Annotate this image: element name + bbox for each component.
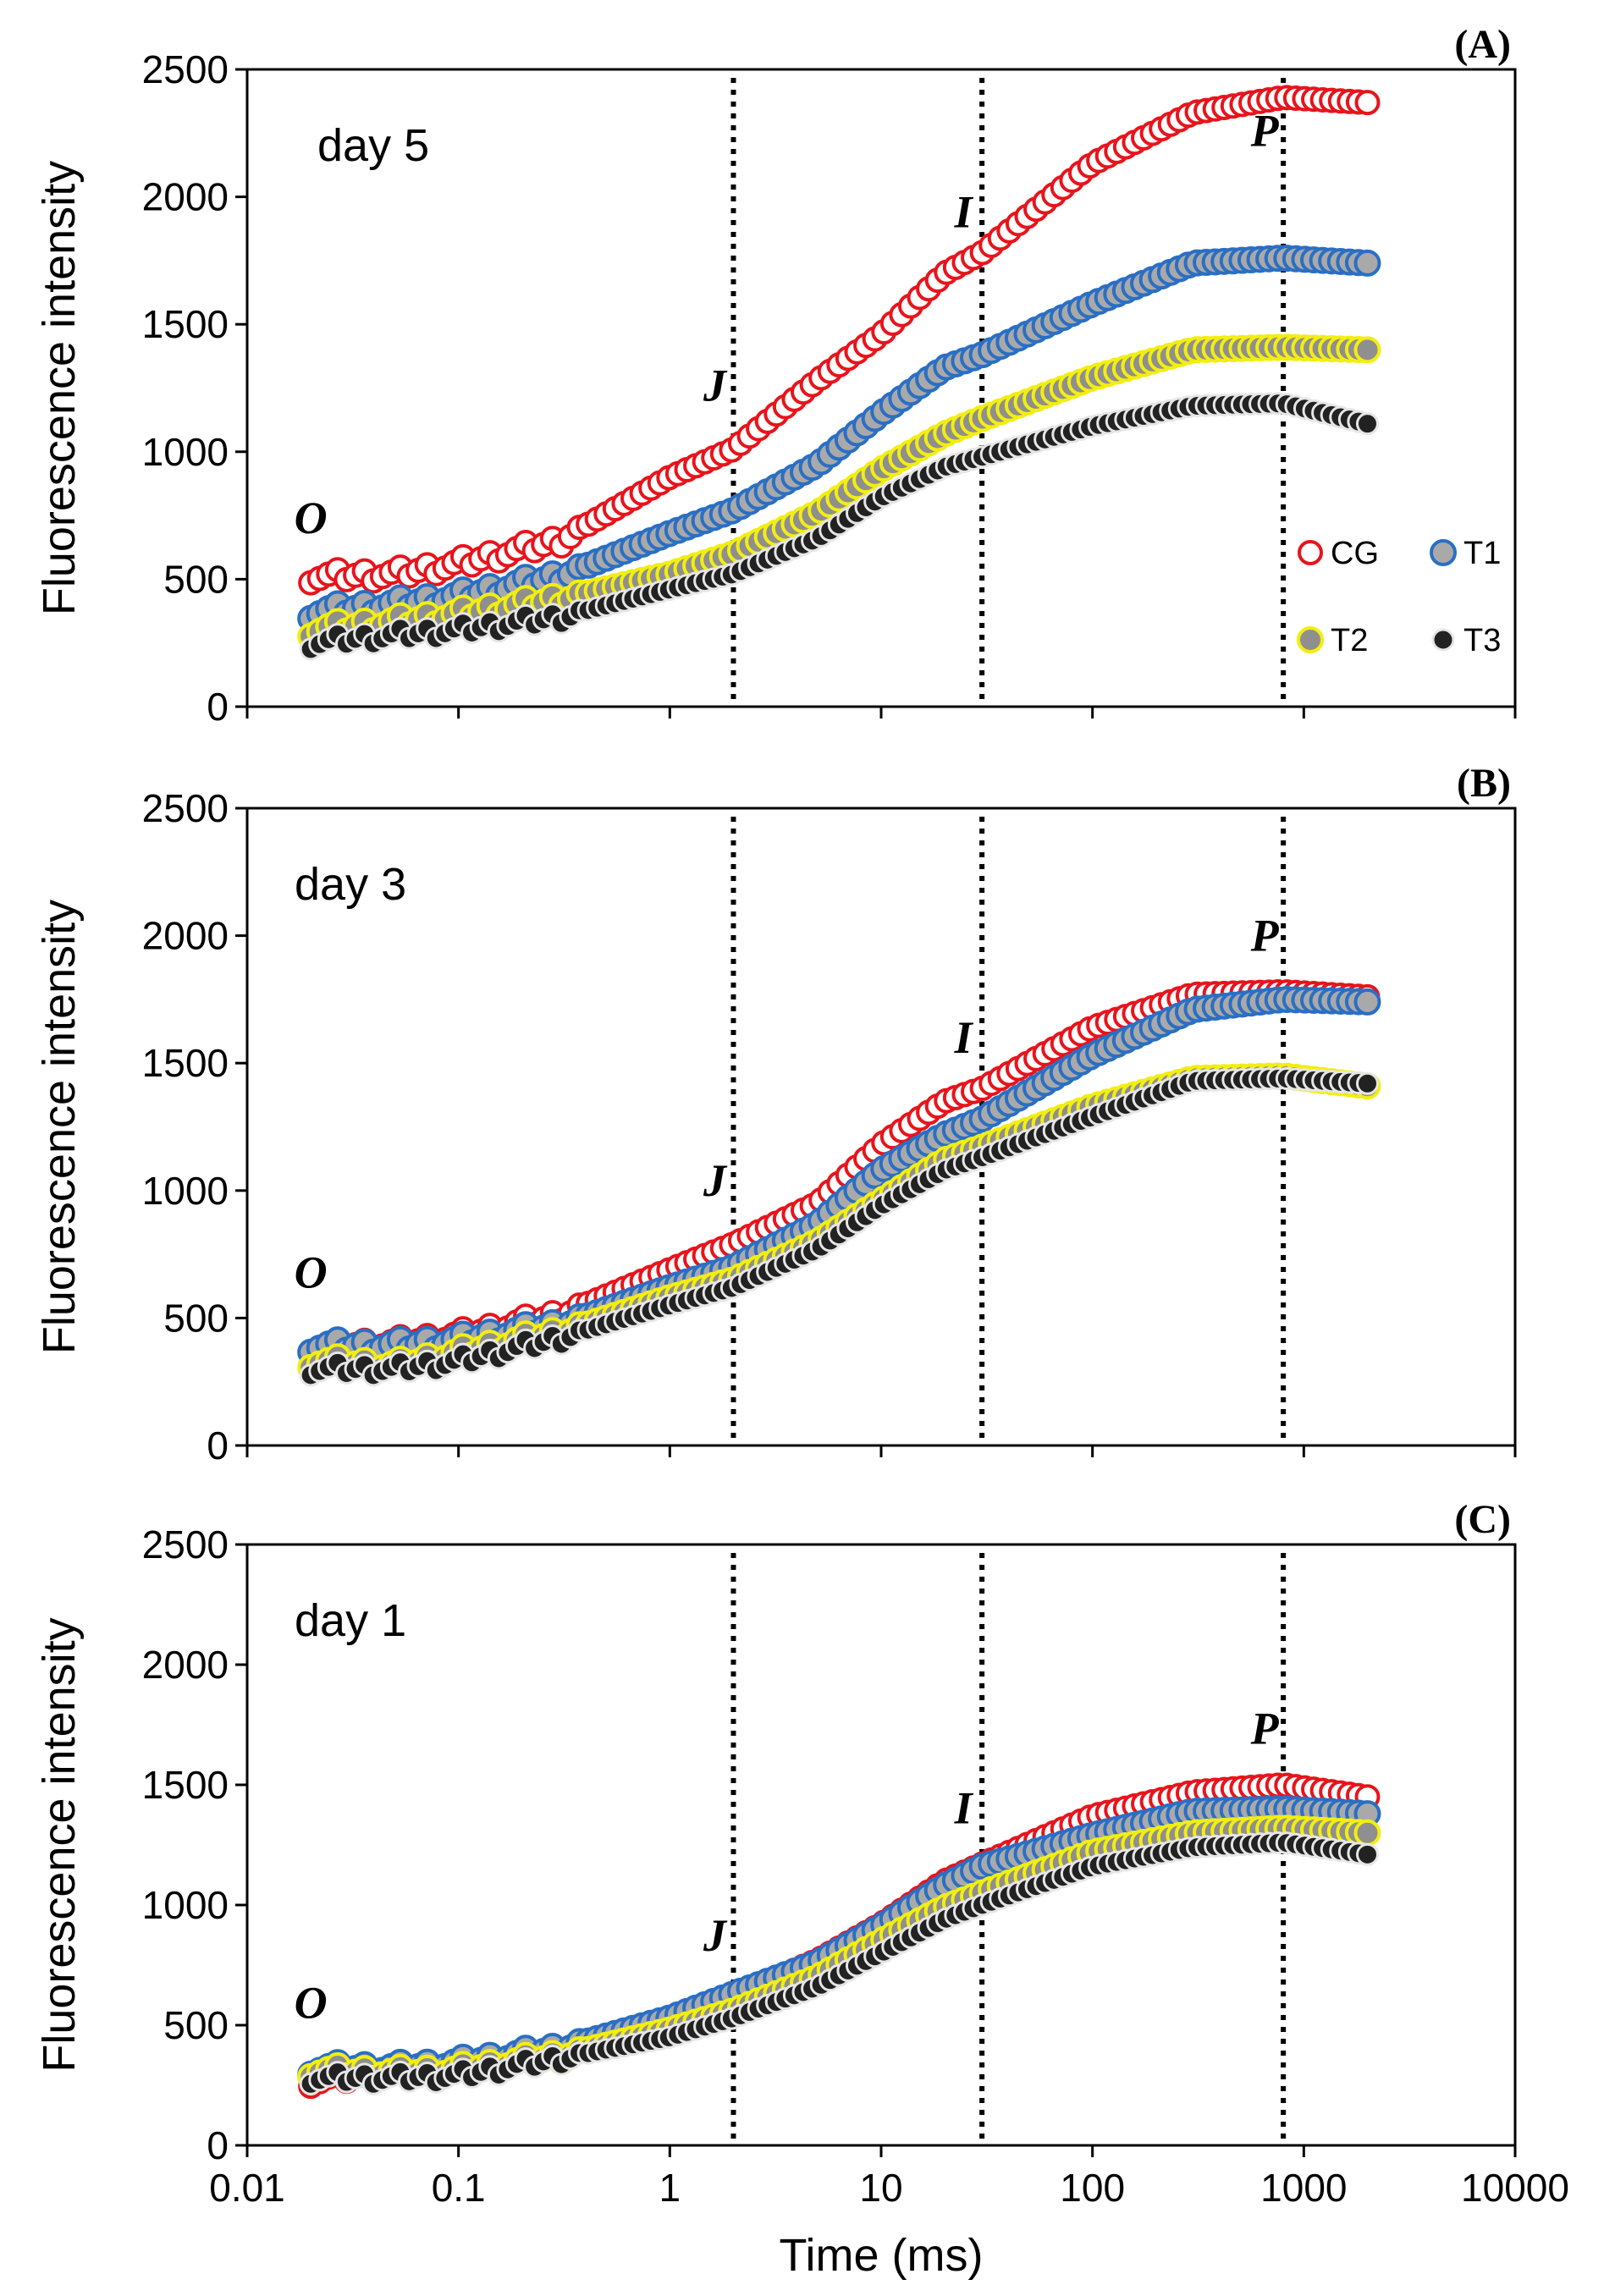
phase-label-I: I — [954, 1782, 974, 1833]
day-label: day 1 — [295, 1595, 406, 1646]
panel-label: (A) — [1454, 22, 1511, 67]
data-point — [1355, 412, 1379, 436]
phase-label-O: O — [295, 1247, 328, 1297]
y-tick-label: 1000 — [142, 1883, 229, 1927]
legend: CG T1 T2 T3 — [1297, 536, 1501, 658]
y-tick-label: 2500 — [142, 786, 229, 830]
phase-label-I: I — [954, 187, 974, 238]
phase-label-P: P — [1250, 105, 1280, 156]
phase-label-J: J — [703, 361, 728, 411]
data-point — [1355, 1842, 1379, 1866]
y-tick-label: 1500 — [142, 1763, 229, 1807]
y-tick-label: 2500 — [142, 47, 229, 91]
y-tick-label: 0 — [207, 1423, 229, 1467]
panel-label: (C) — [1454, 1497, 1511, 1542]
day-label: day 5 — [317, 120, 429, 171]
series-T3 — [299, 392, 1379, 661]
data-point — [1355, 1071, 1379, 1095]
x-tick-label: 0.1 — [432, 2166, 486, 2210]
y-tick-label: 1000 — [142, 430, 229, 474]
legend-marker-T1 — [1430, 539, 1457, 566]
phase-label-J: J — [703, 1155, 728, 1206]
y-tick-label: 500 — [163, 1296, 229, 1340]
y-tick-label: 0 — [207, 2123, 229, 2167]
y-tick-label: 500 — [163, 557, 229, 601]
y-axis-title: Fluorescence intensity — [34, 161, 85, 615]
y-tick-label: 2000 — [142, 1643, 229, 1687]
data-point — [1353, 1819, 1381, 1847]
chart-panel-3: 0 500 1000 1500 2000 2500 0.01 0.1 1 10 100 1000 100… — [34, 1497, 1569, 2281]
phase-label-O: O — [295, 1977, 328, 2028]
x-tick-label: 100 — [1060, 2166, 1125, 2210]
phase-label-O: O — [295, 493, 328, 543]
legend-marker-T2 — [1297, 626, 1324, 653]
chart-panel-2: 0 500 1000 1500 2000 2500 Fluorescence intensi… — [34, 761, 1517, 1467]
chart-panel-1: 0 500 1000 1500 2000 2500 Fluorescence intensi… — [34, 22, 1517, 729]
legend-label-CG: CG — [1331, 536, 1379, 571]
data-point — [1353, 249, 1381, 277]
data-point — [1353, 336, 1381, 364]
y-axis-title: Fluorescence intensity — [34, 900, 85, 1354]
y-tick-label: 2500 — [142, 1522, 229, 1566]
x-axis-title: Time (ms) — [780, 2230, 984, 2281]
legend-label-T2: T2 — [1331, 623, 1368, 658]
x-tick-label: 0.01 — [209, 2166, 285, 2210]
legend-label-T3: T3 — [1463, 623, 1501, 658]
y-axis-title: Fluorescence intensity — [34, 1617, 85, 2072]
day-label: day 3 — [295, 859, 406, 910]
y-tick-label: 500 — [163, 2003, 229, 2047]
phase-label-I: I — [954, 1012, 974, 1063]
phase-label-J: J — [703, 1910, 728, 1961]
x-tick-label: 10 — [859, 2166, 902, 2210]
series-CG — [298, 979, 1381, 1365]
data-point — [1353, 988, 1381, 1016]
legend-label-T1: T1 — [1463, 536, 1501, 571]
y-tick-label: 0 — [207, 685, 229, 729]
panel-label: (B) — [1457, 761, 1511, 806]
legend-marker-T3 — [1431, 628, 1455, 652]
series-T3 — [299, 1831, 1379, 2095]
y-tick-label: 1500 — [142, 1041, 229, 1085]
y-tick-label: 2000 — [142, 914, 229, 958]
x-tick-label: 10000 — [1461, 2166, 1569, 2210]
y-tick-label: 1500 — [142, 302, 229, 346]
y-tick-label: 2000 — [142, 175, 229, 219]
phase-label-P: P — [1250, 1704, 1280, 1754]
y-tick-label: 1000 — [142, 1169, 229, 1213]
phase-label-P: P — [1250, 911, 1280, 961]
series-T3 — [299, 1066, 1379, 1387]
data-point — [1354, 90, 1381, 116]
x-tick-label: 1 — [659, 2166, 681, 2210]
x-tick-label: 1000 — [1260, 2166, 1347, 2210]
series-CG — [298, 85, 1381, 596]
legend-marker-CG — [1298, 540, 1323, 565]
series-T2 — [297, 333, 1381, 650]
